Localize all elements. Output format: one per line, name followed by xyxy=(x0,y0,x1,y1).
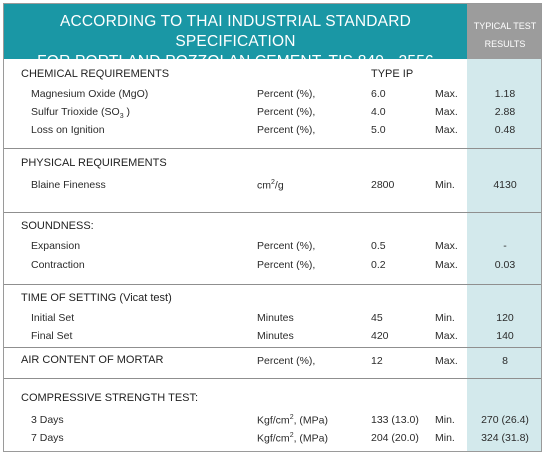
row-limit: Max. xyxy=(435,88,458,100)
row-spec: 6.0 xyxy=(371,88,386,100)
row-limit: Min. xyxy=(435,312,455,324)
row-unit: Minutes xyxy=(257,330,294,342)
row-spec: 4.0 xyxy=(371,106,386,118)
row-limit: Max. xyxy=(435,330,458,342)
row-limit: Min. xyxy=(435,179,455,191)
row-name: Expansion xyxy=(31,240,81,252)
divider xyxy=(4,212,541,213)
row-result: 140 xyxy=(496,330,514,342)
row-limit: Max. xyxy=(435,106,458,118)
divider xyxy=(4,284,541,285)
row-limit: Max. xyxy=(435,240,458,252)
row-result: 120 xyxy=(496,312,514,324)
row-result: 324 (31.8) xyxy=(481,432,529,444)
row-limit: Max. xyxy=(435,259,458,271)
row-result: 8 xyxy=(502,355,508,367)
row-result: - xyxy=(503,240,507,252)
page-title: ACCORDING TO THAI INDUSTRIAL STANDARD SP… xyxy=(4,12,467,72)
row-name: Contraction xyxy=(31,259,85,271)
row-limit: Min. xyxy=(435,414,455,426)
row-spec: 0.2 xyxy=(371,259,386,271)
title-line-2: FOR PORTLAND POZZOLAN CEMENT, TIS 849 - … xyxy=(37,53,434,70)
row-spec: 204 (20.0) xyxy=(371,432,419,444)
row-unit: Kgf/cm2, (MPa) xyxy=(257,414,329,427)
row-unit: Percent (%), xyxy=(257,124,316,136)
row-unit: Percent (%), xyxy=(257,88,316,100)
row-unit: Minutes xyxy=(257,312,294,324)
row-result: 2.88 xyxy=(494,106,516,118)
row-spec: 2800 xyxy=(371,179,395,191)
row-unit: Kgf/cm2, (MPa) xyxy=(257,432,329,445)
row-unit: Percent (%), xyxy=(257,106,316,118)
typical-results-column xyxy=(467,4,541,451)
type-label: TYPE IP xyxy=(371,68,414,80)
divider xyxy=(4,378,541,379)
title-line-1: ACCORDING TO THAI INDUSTRIAL STANDARD SP… xyxy=(59,13,412,50)
row-limit: Min. xyxy=(435,432,455,444)
row-name: 7 Days xyxy=(31,432,64,444)
row-spec: 0.5 xyxy=(371,240,386,252)
typical-results-header: TYPICAL TEST RESULTS xyxy=(467,4,541,59)
typical-header-line-2: RESULTS xyxy=(484,39,526,49)
row-spec: 5.0 xyxy=(371,124,386,136)
row-unit: Percent (%), xyxy=(257,259,316,271)
spec-table: ACCORDING TO THAI INDUSTRIAL STANDARD SP… xyxy=(3,3,542,452)
row-spec: 133 (13.0) xyxy=(371,414,419,426)
row-name: Sulfur Trioxide (SO3 ) xyxy=(31,106,131,121)
row-name: Final Set xyxy=(31,330,73,342)
header-bar xyxy=(4,4,467,59)
divider xyxy=(4,148,541,149)
row-name: Magnesium Oxide (MgO) xyxy=(31,88,149,100)
typical-header-line-1: TYPICAL TEST xyxy=(473,21,537,31)
physical-section-title: PHYSICAL REQUIREMENTS xyxy=(21,157,167,169)
row-name: Loss on Ignition xyxy=(31,124,105,136)
row-unit: Percent (%), xyxy=(257,355,316,367)
soundness-section-title: SOUNDNESS: xyxy=(21,220,94,232)
air-section-title: AIR CONTENT OF MORTAR xyxy=(21,354,164,366)
row-result: 0.03 xyxy=(494,259,516,271)
row-result: 1.18 xyxy=(494,88,516,100)
row-limit: Max. xyxy=(435,355,458,367)
row-result: 270 (26.4) xyxy=(481,414,529,426)
row-unit: Percent (%), xyxy=(257,240,316,252)
setting-section-title: TIME OF SETTING (Vicat test) xyxy=(21,292,172,304)
row-spec: 420 xyxy=(371,330,389,342)
row-name: Blaine Fineness xyxy=(31,179,106,191)
divider xyxy=(4,347,541,348)
row-limit: Max. xyxy=(435,124,458,136)
chemical-section-title: CHEMICAL REQUIREMENTS xyxy=(21,68,170,80)
row-spec: 45 xyxy=(371,312,383,324)
row-result: 0.48 xyxy=(494,124,516,136)
row-name: Initial Set xyxy=(31,312,75,324)
compressive-section-title: COMPRESSIVE STRENGTH TEST: xyxy=(21,392,199,404)
row-spec: 12 xyxy=(371,355,383,367)
row-unit: cm2/g xyxy=(257,179,284,192)
row-name: 3 Days xyxy=(31,414,64,426)
row-result: 4130 xyxy=(493,179,517,191)
